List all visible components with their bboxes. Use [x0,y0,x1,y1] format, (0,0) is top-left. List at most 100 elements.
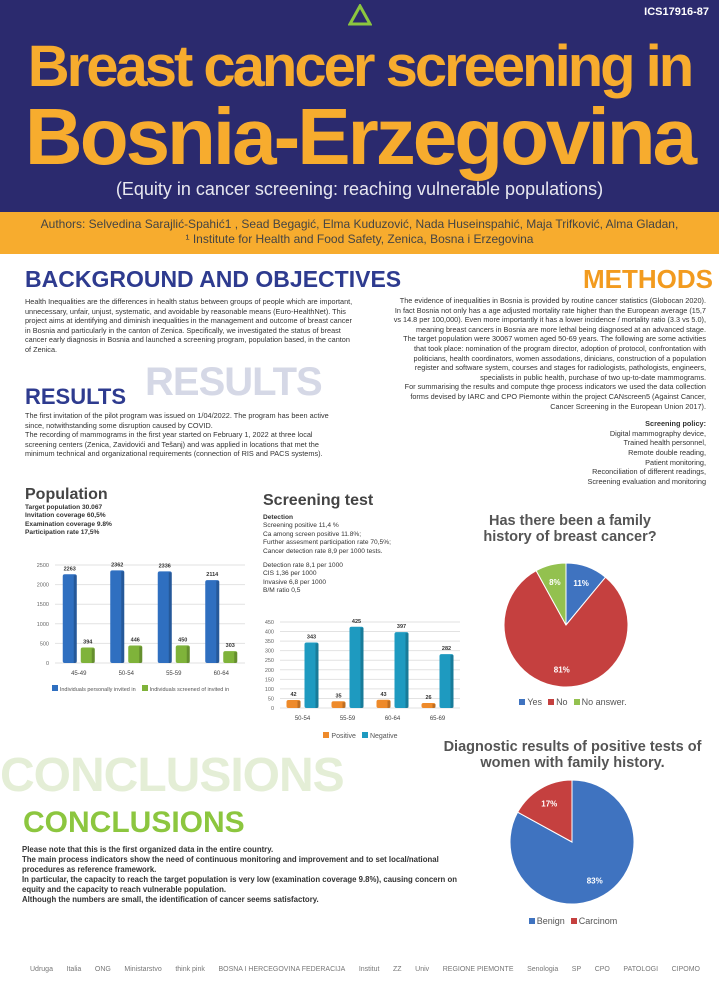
detection-stat: CIS 1,36 per 1000 [263,570,317,578]
conclusion-line: The main process indicators show the nee… [22,855,439,874]
bar-shade [450,655,454,708]
methods-p1: The evidence of inequalities in Bosnia i… [393,296,706,334]
data-label: 42 [290,692,296,698]
bar [110,570,125,663]
legend-label: No [556,697,568,707]
policy-item: Reconciliation of different readings, [592,467,706,477]
x-tick-label: 60-64 [214,671,230,677]
legend-swatch [570,918,577,924]
x-tick-label: 50-54 [119,671,135,677]
bar-shade [360,627,364,708]
legend-label: Individuals personally invited in [59,687,136,693]
screening-bar-chart: 0 50 100 150 200 250 300 350 400 450 50-54 42 343 55-… [265,619,460,722]
pie-slice [535,562,567,626]
pie-label: 11% [573,579,589,588]
x-tick-label: 55-59 [340,716,356,722]
y-tick-label: 2000 [37,583,49,589]
x-tick-label: 50-54 [295,716,311,722]
bar [439,654,454,708]
legend-swatch [361,732,368,738]
bar [286,699,301,708]
bar [205,580,220,663]
pie-label: 81% [554,665,570,674]
x-tick-label: 55-59 [166,671,182,677]
bar-shade [315,643,319,708]
population-stats: Target population 30.067 Invitation cover… [25,504,112,538]
partner-logo: Institut [358,966,380,973]
affiliation: ¹ Institute for Health and Food Safety, … [185,232,534,246]
family-history-pie: 11% 81% 8% [503,562,629,688]
triangle-logo-icon [347,2,373,26]
legend-label: Benign [536,916,565,926]
legend-label: Yes [527,697,543,707]
y-tick-label: 1500 [37,602,49,608]
data-label: 2263 [64,566,76,572]
screening-stat: Further assesment participation rate 70,… [263,539,391,547]
screening-stats: Screening positive 11,4 % Ca among screen… [263,522,391,556]
population-stat: Examination coverage 9.8% [25,520,112,528]
bar [223,651,238,663]
partner-logo: REGIONE PIEMONTE [442,966,514,973]
legend-label: Positive [331,733,356,740]
partner-logo: Ministarstvo [124,966,162,973]
partner-logo: Univ [415,966,430,973]
y-tick-label: 450 [265,620,274,626]
data-label: 425 [352,619,361,625]
authors: Authors: Selvedina Sarajlić-Spahić1 , Se… [40,217,679,231]
bar [80,647,95,663]
bar-shade [342,702,346,708]
partner-logo: ONG [94,966,111,973]
partner-logo: CPO [594,966,610,973]
y-tick-label: 250 [265,658,274,664]
bar [421,703,436,708]
data-label: 343 [307,634,316,640]
partner-logo: think pink [175,966,205,973]
bar-shade [73,575,77,663]
y-tick-label: 2500 [37,563,49,569]
pie-slice [503,569,629,688]
screening-heading: Screening test [263,492,374,509]
detection-stat: B/M ratio 0,5 [263,587,301,595]
data-label: 394 [83,640,93,646]
pie2-legend: Benign Carcinom [470,916,670,926]
y-tick-label: 150 [265,677,274,683]
legend-swatch [141,685,148,691]
partner-logo: ZZ [393,966,402,973]
bar [128,645,143,663]
background-text: Health Inequalities are the differences … [25,297,353,354]
methods-heading: METHODS [583,264,713,294]
conclusions-text: Please note that this is the first organ… [22,845,462,905]
detection-stat: Detection rate 8,1 per 1000 [263,562,343,570]
data-label: 2362 [111,562,123,568]
pie2-title: Diagnostic results of positive tests of … [443,739,702,771]
y-tick-label: 500 [40,641,49,647]
bar [157,571,172,663]
x-tick-label: 60-64 [385,716,401,722]
pie-label: 83% [587,876,603,885]
methods-p2: The target population were 30067 women a… [403,334,706,382]
bar-shade [121,571,125,663]
background-heading: BACKGROUND AND OBJECTIVES [25,266,402,292]
detection-stat: Invasive 6,8 per 1000 [263,578,327,586]
data-label: 397 [397,624,406,630]
screening-stat: Cancer detection rate 8,9 per 1000 tests… [263,547,383,555]
institute-logo [340,2,380,31]
data-label: 43 [380,692,386,698]
subtitle: (Equity in cancer screening: reaching vu… [115,179,604,199]
data-label: 282 [442,646,451,652]
legend-swatch [528,918,535,924]
population-legend: Individuals personally invited in Individ… [25,685,250,693]
data-label: 450 [178,637,187,643]
data-label: 446 [131,638,140,644]
y-tick-label: 0 [271,706,274,712]
legend-label: No answer. [581,697,627,707]
legend-swatch [51,685,58,691]
policy-item: Patient monitoring, [645,457,706,467]
bar-shade [297,700,301,708]
results-watermark: RESULTS [145,360,323,404]
bar-shade [405,633,409,708]
data-label: 303 [226,643,235,649]
population-stat: Target population 30.067 [25,504,103,511]
screening-legend: Positive Negative [250,732,465,740]
bar [331,701,346,708]
